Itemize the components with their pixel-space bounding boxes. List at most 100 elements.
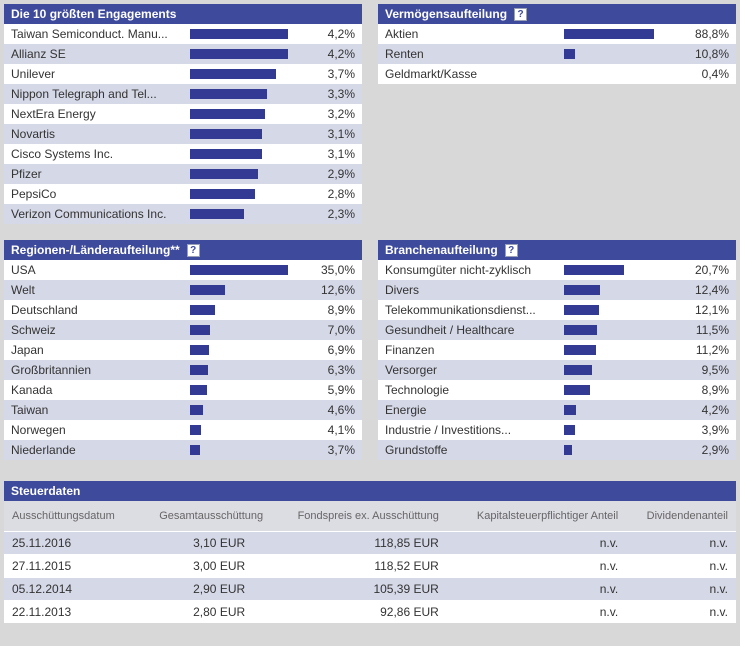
tax-column-header: Ausschüttungsdatum	[4, 501, 151, 532]
tax-table-body: 25.11.2016 3,10 EUR 118,85 EUR n.v. n.v. 27.1…	[4, 531, 736, 623]
bar	[564, 49, 575, 59]
chart-row: Finanzen 11,2%	[378, 340, 736, 360]
chart-row-value: 12,6%	[320, 283, 355, 297]
bar	[564, 265, 624, 275]
bar	[564, 285, 600, 295]
chart-row-label: Finanzen	[385, 343, 435, 357]
bar-track	[190, 184, 307, 204]
tax-value-cell: n.v.	[709, 559, 728, 573]
chart-row-label: Niederlande	[11, 443, 76, 457]
bar-track	[190, 380, 307, 400]
tax-value-cell: n.v.	[709, 536, 728, 550]
chart-row-label: Grundstoffe	[385, 443, 448, 457]
chart-row-value: 7,0%	[327, 323, 355, 337]
chart-row: Nippon Telegraph and Tel... 3,3%	[4, 84, 362, 104]
bar-track	[190, 400, 307, 420]
chart-row-label: Nippon Telegraph and Tel...	[11, 87, 157, 101]
bar-track	[564, 340, 681, 360]
chart-row-label: Energie	[385, 403, 427, 417]
tax-column-header: Gesamtausschüttung	[150, 501, 272, 532]
chart-row: Norwegen 4,1%	[4, 420, 362, 440]
tax-value-cell: n.v.	[599, 605, 619, 619]
chart-row-label: Kanada	[11, 383, 53, 397]
chart-row-label: Divers	[385, 283, 420, 297]
chart-row: Industrie / Investitions... 3,9%	[378, 420, 736, 440]
chart-row-value: 4,2%	[327, 47, 355, 61]
chart-row-value: 6,9%	[327, 343, 355, 357]
chart-row: Aktien 88,8%	[378, 24, 736, 44]
chart-row-value: 4,6%	[327, 403, 355, 417]
chart-row-value: 12,1%	[694, 303, 729, 317]
bar	[564, 365, 592, 375]
chart-row: Technologie 8,9%	[378, 380, 736, 400]
chart-row: Japan 6,9%	[4, 340, 362, 360]
bar	[190, 169, 258, 179]
chart-row-label: Aktien	[385, 27, 419, 41]
chart-row-label: Telekommunikationsdienst...	[385, 303, 536, 317]
tax-value-cell: 92,86 EUR	[380, 605, 439, 619]
chart-row: Kanada 5,9%	[4, 380, 362, 400]
bar	[564, 405, 576, 415]
bar	[564, 305, 599, 315]
tax-row: 05.12.2014 2,90 EUR 105,39 EUR n.v. n.v.	[4, 577, 736, 601]
chart-row-label: Allianz SE	[11, 47, 66, 61]
chart-row: USA 35,0%	[4, 260, 362, 280]
chart-row: PepsiCo 2,8%	[4, 184, 362, 204]
chart-row-label: Taiwan	[11, 403, 49, 417]
bar-track	[190, 440, 307, 460]
bar-track	[564, 440, 681, 460]
chart-row-value: 3,2%	[327, 107, 355, 121]
chart-row: Verizon Communications Inc. 2,3%	[4, 204, 362, 224]
tax-value-cell: 3,10 EUR	[193, 536, 246, 550]
bar	[190, 425, 201, 435]
chart-row: Divers 12,4%	[378, 280, 736, 300]
tax-row: 25.11.2016 3,10 EUR 118,85 EUR n.v. n.v.	[4, 531, 736, 555]
chart-row-value: 3,1%	[327, 147, 355, 161]
bar-track	[190, 340, 307, 360]
chart-row-label: Gesundheit / Healthcare	[385, 323, 515, 337]
chart-row-value: 3,3%	[327, 87, 355, 101]
bar-track	[190, 24, 307, 44]
chart-row-value: 8,9%	[327, 303, 355, 317]
bar	[190, 385, 207, 395]
bar	[564, 425, 575, 435]
bar	[190, 345, 209, 355]
bar	[190, 265, 288, 275]
bar-track	[564, 260, 681, 280]
bar-track	[564, 300, 681, 320]
bar-track	[190, 104, 307, 124]
chart-row-label: NextEra Energy	[11, 107, 96, 121]
chart-row: Versorger 9,5%	[378, 360, 736, 380]
chart-row-value: 3,1%	[327, 127, 355, 141]
bar-track	[190, 164, 307, 184]
chart-row-label: USA	[11, 263, 36, 277]
chart-row-value: 11,2%	[695, 343, 729, 357]
bar-track	[190, 44, 307, 64]
chart-row-label: Geldmarkt/Kasse	[385, 67, 478, 81]
chart-row: Geldmarkt/Kasse 0,4%	[378, 64, 736, 84]
help-icon[interactable]: ?	[514, 7, 528, 21]
help-icon[interactable]: ?	[504, 243, 518, 257]
bar	[190, 29, 288, 39]
chart-row: Konsumgüter nicht-zyklisch 20,7%	[378, 260, 736, 280]
help-icon[interactable]: ?	[186, 243, 200, 257]
tax-row: 27.11.2015 3,00 EUR 118,52 EUR n.v. n.v.	[4, 554, 736, 578]
chart-row-label: Konsumgüter nicht-zyklisch	[385, 263, 532, 277]
chart-row: Welt 12,6%	[4, 280, 362, 300]
panel-regions-countries: Regionen-/Länderaufteilung** ? USA 35,0% W…	[4, 240, 362, 460]
tax-value-cell: 105,39 EUR	[373, 582, 439, 596]
chart-row: Pfizer 2,9%	[4, 164, 362, 184]
chart-row-value: 4,2%	[327, 27, 355, 41]
chart-row-label: Industrie / Investitions...	[385, 423, 512, 437]
chart-row-value: 9,5%	[701, 363, 729, 377]
panel-title: Steuerdaten	[11, 484, 81, 498]
tax-value-cell: 118,52 EUR	[374, 559, 439, 573]
bar-track	[564, 320, 681, 340]
bar	[564, 345, 596, 355]
panel-row-top: Die 10 größten Engagements Taiwan Semico…	[4, 4, 736, 224]
bar-track	[190, 300, 307, 320]
chart-row-value: 12,4%	[694, 283, 729, 297]
tax-date-cell: 05.12.2014	[12, 582, 73, 596]
panel-title: Regionen-/Länderaufteilung**	[11, 243, 180, 257]
chart-row-label: Japan	[11, 343, 44, 357]
